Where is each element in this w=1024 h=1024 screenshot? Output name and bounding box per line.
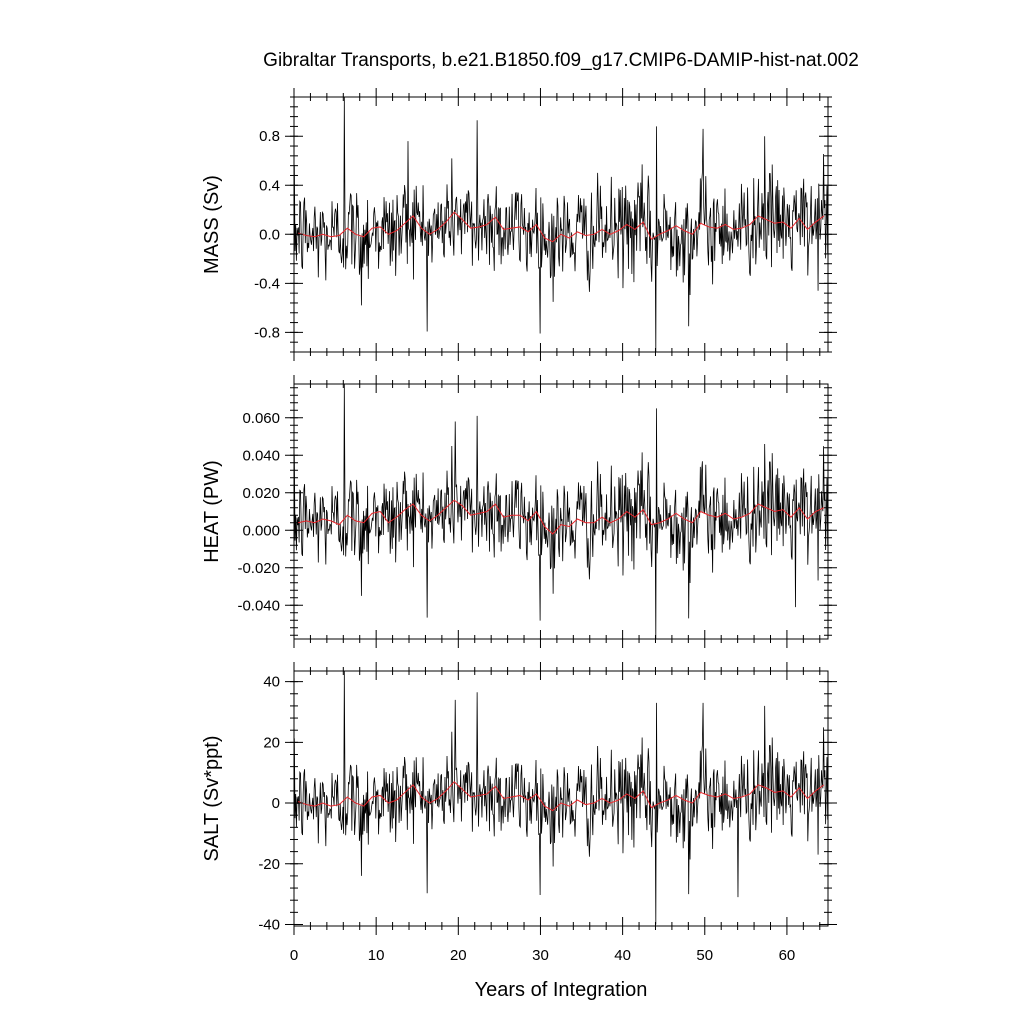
y-tick-label: 0.020: [242, 485, 280, 502]
x-tick-label: 60: [779, 947, 796, 964]
y-tick-label: 40: [263, 674, 280, 691]
y-tick-label: -0.8: [254, 324, 280, 341]
plot-frame: [293, 383, 829, 640]
y-tick-label: 0.0: [259, 226, 280, 243]
y-tick-label: -0.020: [237, 560, 280, 577]
y-axis-label: SALT (Sv*ppt): [201, 736, 223, 862]
x-tick-label: 0: [290, 947, 298, 964]
monthly-series-line: [294, 671, 828, 925]
monthly-series-line: [294, 384, 828, 639]
x-tick-label: 10: [368, 947, 385, 964]
plot-frame: [293, 670, 829, 927]
x-tick-label: 30: [532, 947, 549, 964]
x-axis-label: Years of Integration: [475, 979, 648, 1001]
x-tick-label: 50: [696, 947, 713, 964]
annual-series-line: [297, 499, 825, 535]
y-tick-label: -0.040: [237, 597, 280, 614]
figure-title: Gibraltar Transports, b.e21.B1850.f09_g1…: [263, 50, 859, 71]
annual-series-line: [297, 781, 825, 812]
y-tick-label: -20: [258, 856, 280, 873]
y-tick-label: 0.040: [242, 447, 280, 464]
panel-heat: 0.060 0.040 0.020 0.000 -0.020 -0.040 HEAT (PW…: [201, 375, 837, 648]
x-tick-label: 40: [614, 947, 631, 964]
y-tick-label: 0.4: [259, 177, 280, 194]
y-axis-label: HEAT (PW): [201, 460, 223, 563]
y-axis-label: MASS (Sv): [201, 175, 223, 274]
panel-mass: 0.8 0.4 0.0 -0.4 -0.8 MASS (Sv): [201, 88, 837, 361]
panel-salt: 40 20 0 -20 -40 SALT (Sv*ppt): [201, 662, 837, 935]
y-tick-label: -0.4: [254, 275, 280, 292]
y-tick-label: 0: [272, 795, 280, 812]
y-tick-label: 0.060: [242, 410, 280, 427]
monthly-series-line: [294, 97, 828, 352]
y-tick-label: 0.000: [242, 522, 280, 539]
x-tick-label: 20: [450, 947, 467, 964]
y-tick-label: 20: [263, 734, 280, 751]
y-tick-label: 0.8: [259, 128, 280, 145]
annual-series-line: [297, 211, 825, 243]
y-tick-label: -40: [258, 916, 280, 933]
